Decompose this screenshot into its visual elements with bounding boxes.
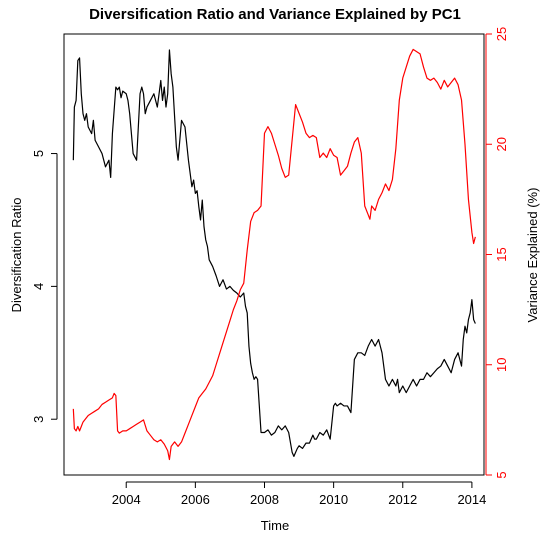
plot-frame (63, 33, 485, 476)
right-y-axis: 5 10 15 20 25 (485, 27, 509, 479)
series-layer (72, 48, 476, 461)
x-tick-label: 2008 (250, 492, 279, 507)
x-tick-label: 2010 (319, 492, 348, 507)
left-y-axis-label: Diversification Ratio (9, 198, 24, 313)
x-axis: 2004 2006 2008 2010 2012 2014 (112, 481, 486, 507)
right-y-tick-label: 20 (494, 137, 509, 151)
x-tick-label: 2006 (181, 492, 210, 507)
x-tick-label: 2014 (457, 492, 486, 507)
left-y-tick-label: 5 (31, 150, 46, 157)
diversification-ratio-line (72, 49, 476, 457)
left-y-axis: 3 4 5 (31, 150, 58, 423)
right-y-tick-label: 25 (494, 27, 509, 41)
left-y-tick-label: 4 (31, 283, 46, 290)
right-y-tick-label: 5 (494, 471, 509, 478)
chart-title: Diversification Ratio and Variance Expla… (89, 6, 461, 23)
left-y-tick-label: 3 (31, 416, 46, 423)
x-tick-label: 2012 (388, 492, 417, 507)
right-y-axis-label: Variance Explained (%) (525, 188, 540, 323)
right-y-tick-label: 15 (494, 247, 509, 261)
right-y-tick-label: 10 (494, 358, 509, 372)
variance-explained-line (72, 48, 476, 461)
x-tick-label: 2004 (112, 492, 141, 507)
x-axis-label: Time (261, 518, 289, 533)
